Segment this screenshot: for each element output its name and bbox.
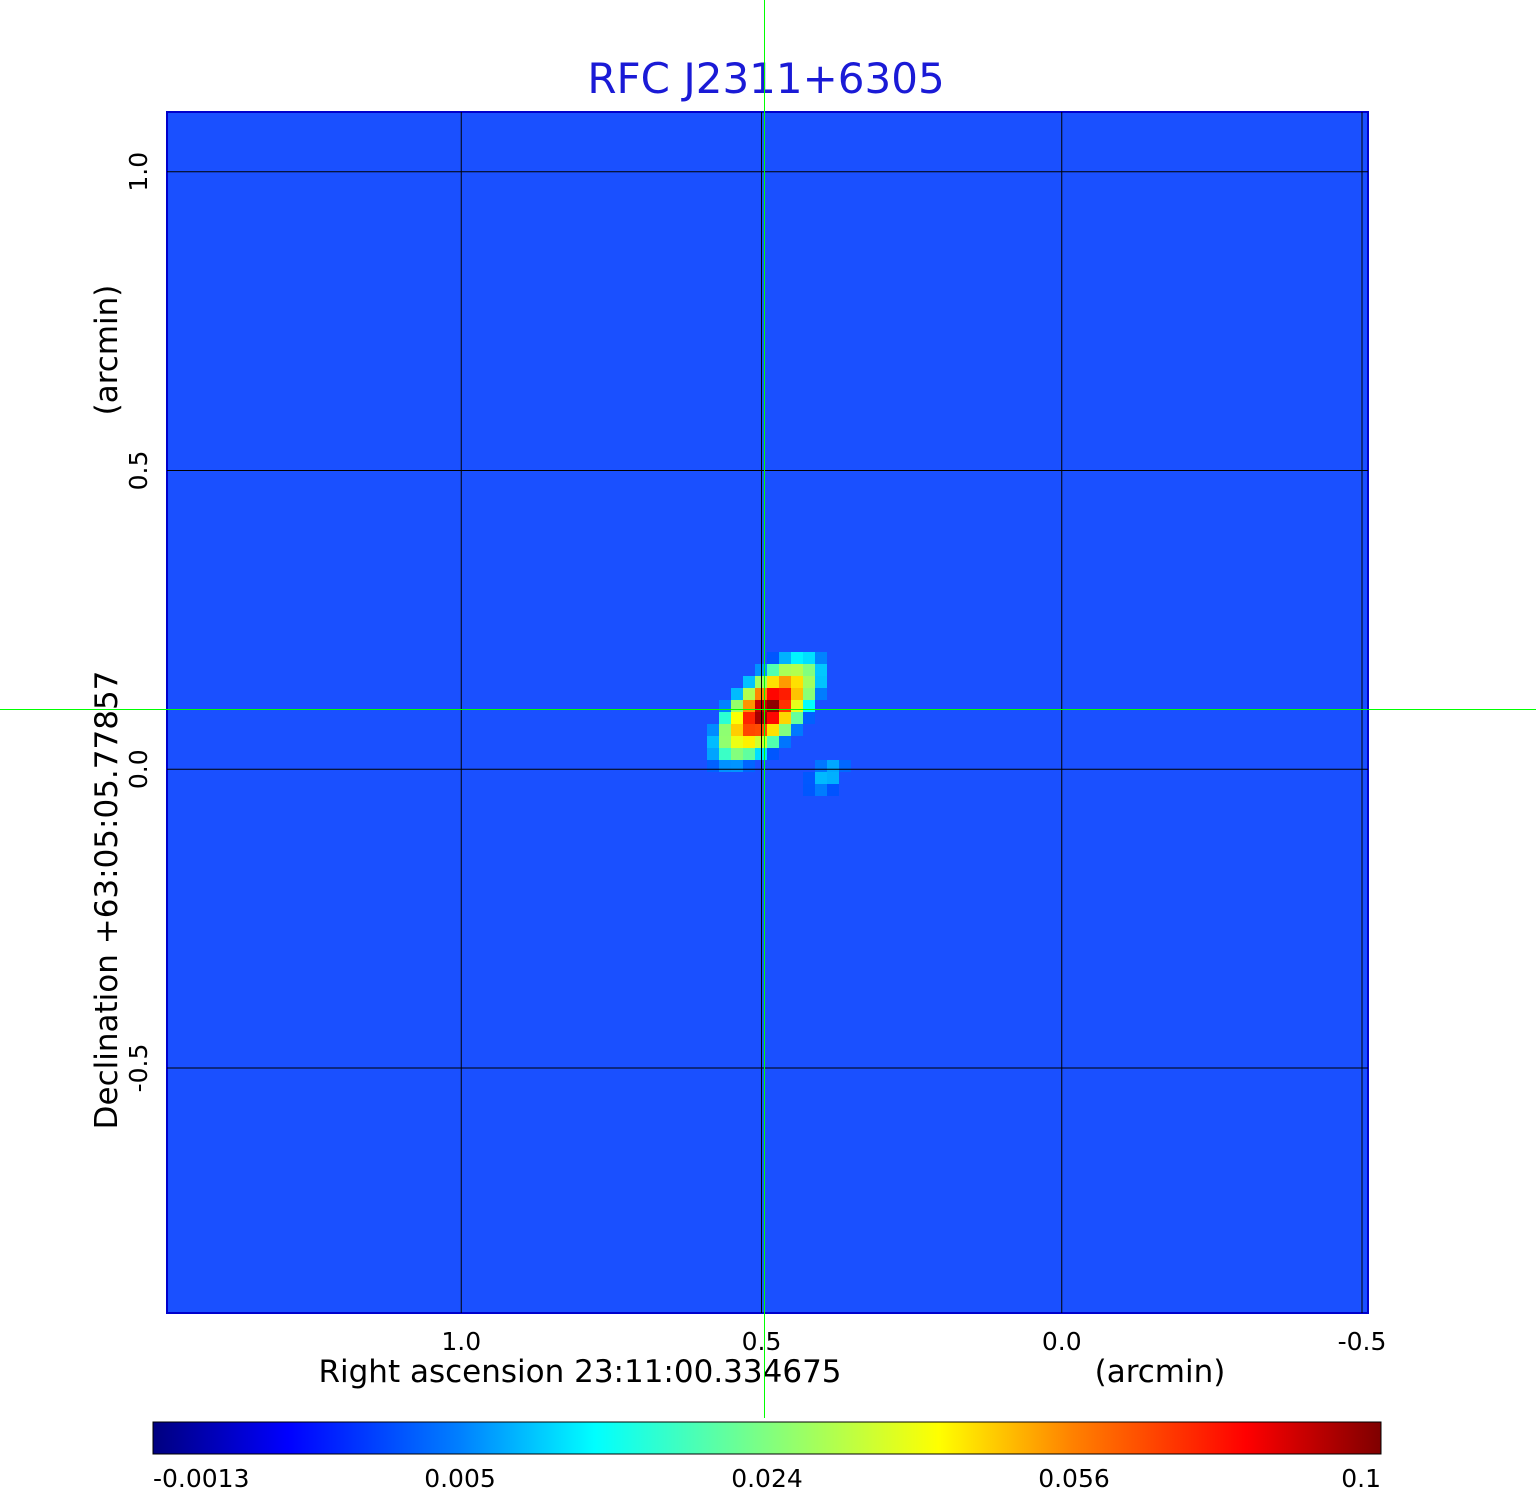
intensity-cell	[803, 664, 815, 676]
intensity-cell	[767, 712, 779, 724]
intensity-cell	[719, 748, 731, 760]
intensity-cell	[803, 784, 815, 796]
colorbar-tick-label: -0.0013	[153, 1464, 250, 1493]
intensity-cell	[731, 736, 743, 748]
intensity-cell	[779, 724, 791, 736]
intensity-cell	[803, 772, 815, 784]
intensity-cell	[743, 736, 755, 748]
x-tick-label: 0.0	[1042, 1327, 1082, 1356]
intensity-cell	[719, 724, 731, 736]
intensity-cell	[743, 760, 755, 772]
intensity-cell	[731, 724, 743, 736]
intensity-cell	[791, 688, 803, 700]
intensity-cell	[779, 688, 791, 700]
intensity-cell	[803, 676, 815, 688]
y-tick-label: 0.5	[124, 451, 153, 491]
intensity-cell	[791, 652, 803, 664]
grid-lines	[167, 112, 1368, 1313]
crosshair	[0, 0, 1536, 1418]
intensity-cell	[743, 712, 755, 724]
intensity-cell	[779, 700, 791, 712]
intensity-cell	[731, 760, 743, 772]
intensity-cell	[767, 724, 779, 736]
intensity-cell	[779, 676, 791, 688]
intensity-cell	[803, 688, 815, 700]
intensity-cell	[791, 664, 803, 676]
colorbar-tick-label: 0.024	[731, 1464, 803, 1493]
intensity-cell	[743, 700, 755, 712]
intensity-cell	[827, 760, 839, 772]
plot-area	[166, 111, 1369, 1314]
intensity-cell	[743, 724, 755, 736]
x-axis-unit: (arcmin)	[1095, 1354, 1226, 1390]
intensity-cell	[839, 760, 851, 772]
intensity-cell	[707, 760, 719, 772]
intensity-cell	[815, 784, 827, 796]
intensity-cell	[827, 772, 839, 784]
intensity-cell	[767, 748, 779, 760]
intensity-cell	[779, 652, 791, 664]
x-axis-label: Right ascension 23:11:00.334675	[318, 1354, 841, 1390]
plot-frame	[166, 111, 1369, 1314]
colorbar-gradient	[152, 1421, 1382, 1455]
intensity-cell	[791, 676, 803, 688]
intensity-cell	[719, 700, 731, 712]
intensity-cell	[743, 676, 755, 688]
intensity-cell	[815, 760, 827, 772]
intensity-cell	[815, 664, 827, 676]
intensity-cell	[743, 688, 755, 700]
colorbar-tick-label: 0.005	[424, 1464, 496, 1493]
colorbar-tick-label: 0.056	[1038, 1464, 1110, 1493]
y-tick-label: 0.0	[124, 749, 153, 789]
intensity-cell	[719, 760, 731, 772]
intensity-cell	[707, 736, 719, 748]
intensity-cell	[779, 712, 791, 724]
intensity-cell	[767, 664, 779, 676]
intensity-cell	[743, 748, 755, 760]
colorbar: -0.0013 0.005 0.024 0.056 0.1	[152, 1421, 1382, 1493]
x-tick-label: 0.5	[742, 1327, 782, 1356]
y-axis-unit: (arcmin)	[89, 285, 125, 416]
x-tick-label: 1.0	[441, 1327, 481, 1356]
chart-title: RFC J2311+6305	[587, 54, 944, 103]
intensity-cell	[815, 772, 827, 784]
intensity-cell	[767, 736, 779, 748]
intensity-cell	[791, 724, 803, 736]
colorbar-tick-label: 0.1	[1341, 1464, 1381, 1493]
intensity-cell	[767, 652, 779, 664]
intensity-cell	[719, 712, 731, 724]
intensity-cell	[815, 652, 827, 664]
intensity-cell	[767, 688, 779, 700]
x-tick-label: -0.5	[1338, 1327, 1387, 1356]
intensity-cell	[767, 700, 779, 712]
intensity-cell	[767, 676, 779, 688]
y-tick-label: 1.0	[124, 152, 153, 192]
y-tick-label: -0.5	[124, 1044, 153, 1093]
intensity-cell	[803, 712, 815, 724]
intensity-cell	[791, 700, 803, 712]
y-axis-label: Declination +63:05:05.77857	[89, 671, 125, 1130]
intensity-cell	[779, 664, 791, 676]
intensity-cell	[707, 724, 719, 736]
intensity-cell	[827, 784, 839, 796]
intensity-cell	[731, 712, 743, 724]
intensity-cell	[815, 676, 827, 688]
intensity-cell	[707, 748, 719, 760]
intensity-cell	[731, 748, 743, 760]
intensity-cell	[803, 652, 815, 664]
intensity-cell	[803, 700, 815, 712]
intensity-cell	[779, 736, 791, 748]
intensity-cell	[815, 688, 827, 700]
intensity-cell	[731, 688, 743, 700]
intensity-cell	[719, 736, 731, 748]
intensity-cell	[791, 712, 803, 724]
intensity-cell	[731, 700, 743, 712]
